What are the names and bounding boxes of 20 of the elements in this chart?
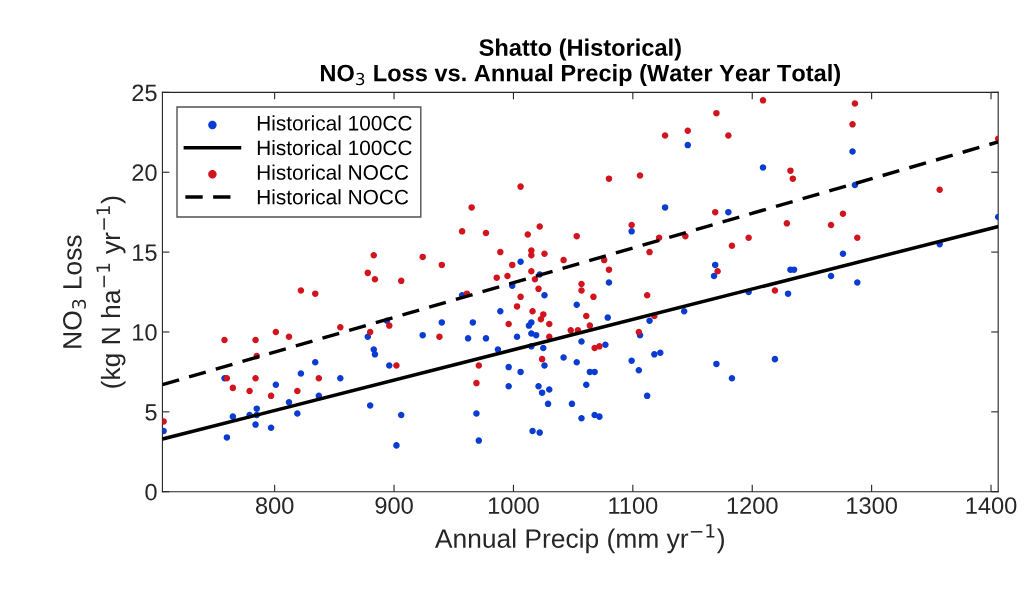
x-tick-label: 1200 xyxy=(727,497,778,514)
y-tick-label: 0 xyxy=(145,483,157,501)
y-tick-label: 15 xyxy=(133,244,157,261)
x-tick-label: 1300 xyxy=(847,497,897,514)
y-axis-title: NO$_{3}$ Loss (kg N ha$^{−1}$ yr$^{−1}$) xyxy=(63,196,126,388)
legend-label: Historical NOCC xyxy=(257,189,409,205)
y-tick-label: 10 xyxy=(133,324,157,341)
legend-label: Historical 100CC xyxy=(257,115,412,131)
x-tick-label: 1000 xyxy=(488,497,539,514)
chart-title: Shatto (Historical) NO$_{3}$ Loss vs. Annual Precip (Water Year Total) xyxy=(320,38,840,87)
x-tick-label: 800 xyxy=(255,497,294,514)
x-tick-label: 1100 xyxy=(609,497,658,514)
legend-label: Historical NOCC xyxy=(257,164,409,180)
legend-label: Historical 100CC xyxy=(257,139,412,156)
x-tick-label: 900 xyxy=(375,497,413,514)
y-tick-label: 25 xyxy=(132,84,157,102)
y-tick-label: 20 xyxy=(132,164,157,182)
y-tick-label: 5 xyxy=(145,404,157,421)
x-axis-title: Annual Precip (mm yr$^{−1}$) xyxy=(434,524,724,554)
x-tick-label: 1400 xyxy=(966,497,1017,514)
